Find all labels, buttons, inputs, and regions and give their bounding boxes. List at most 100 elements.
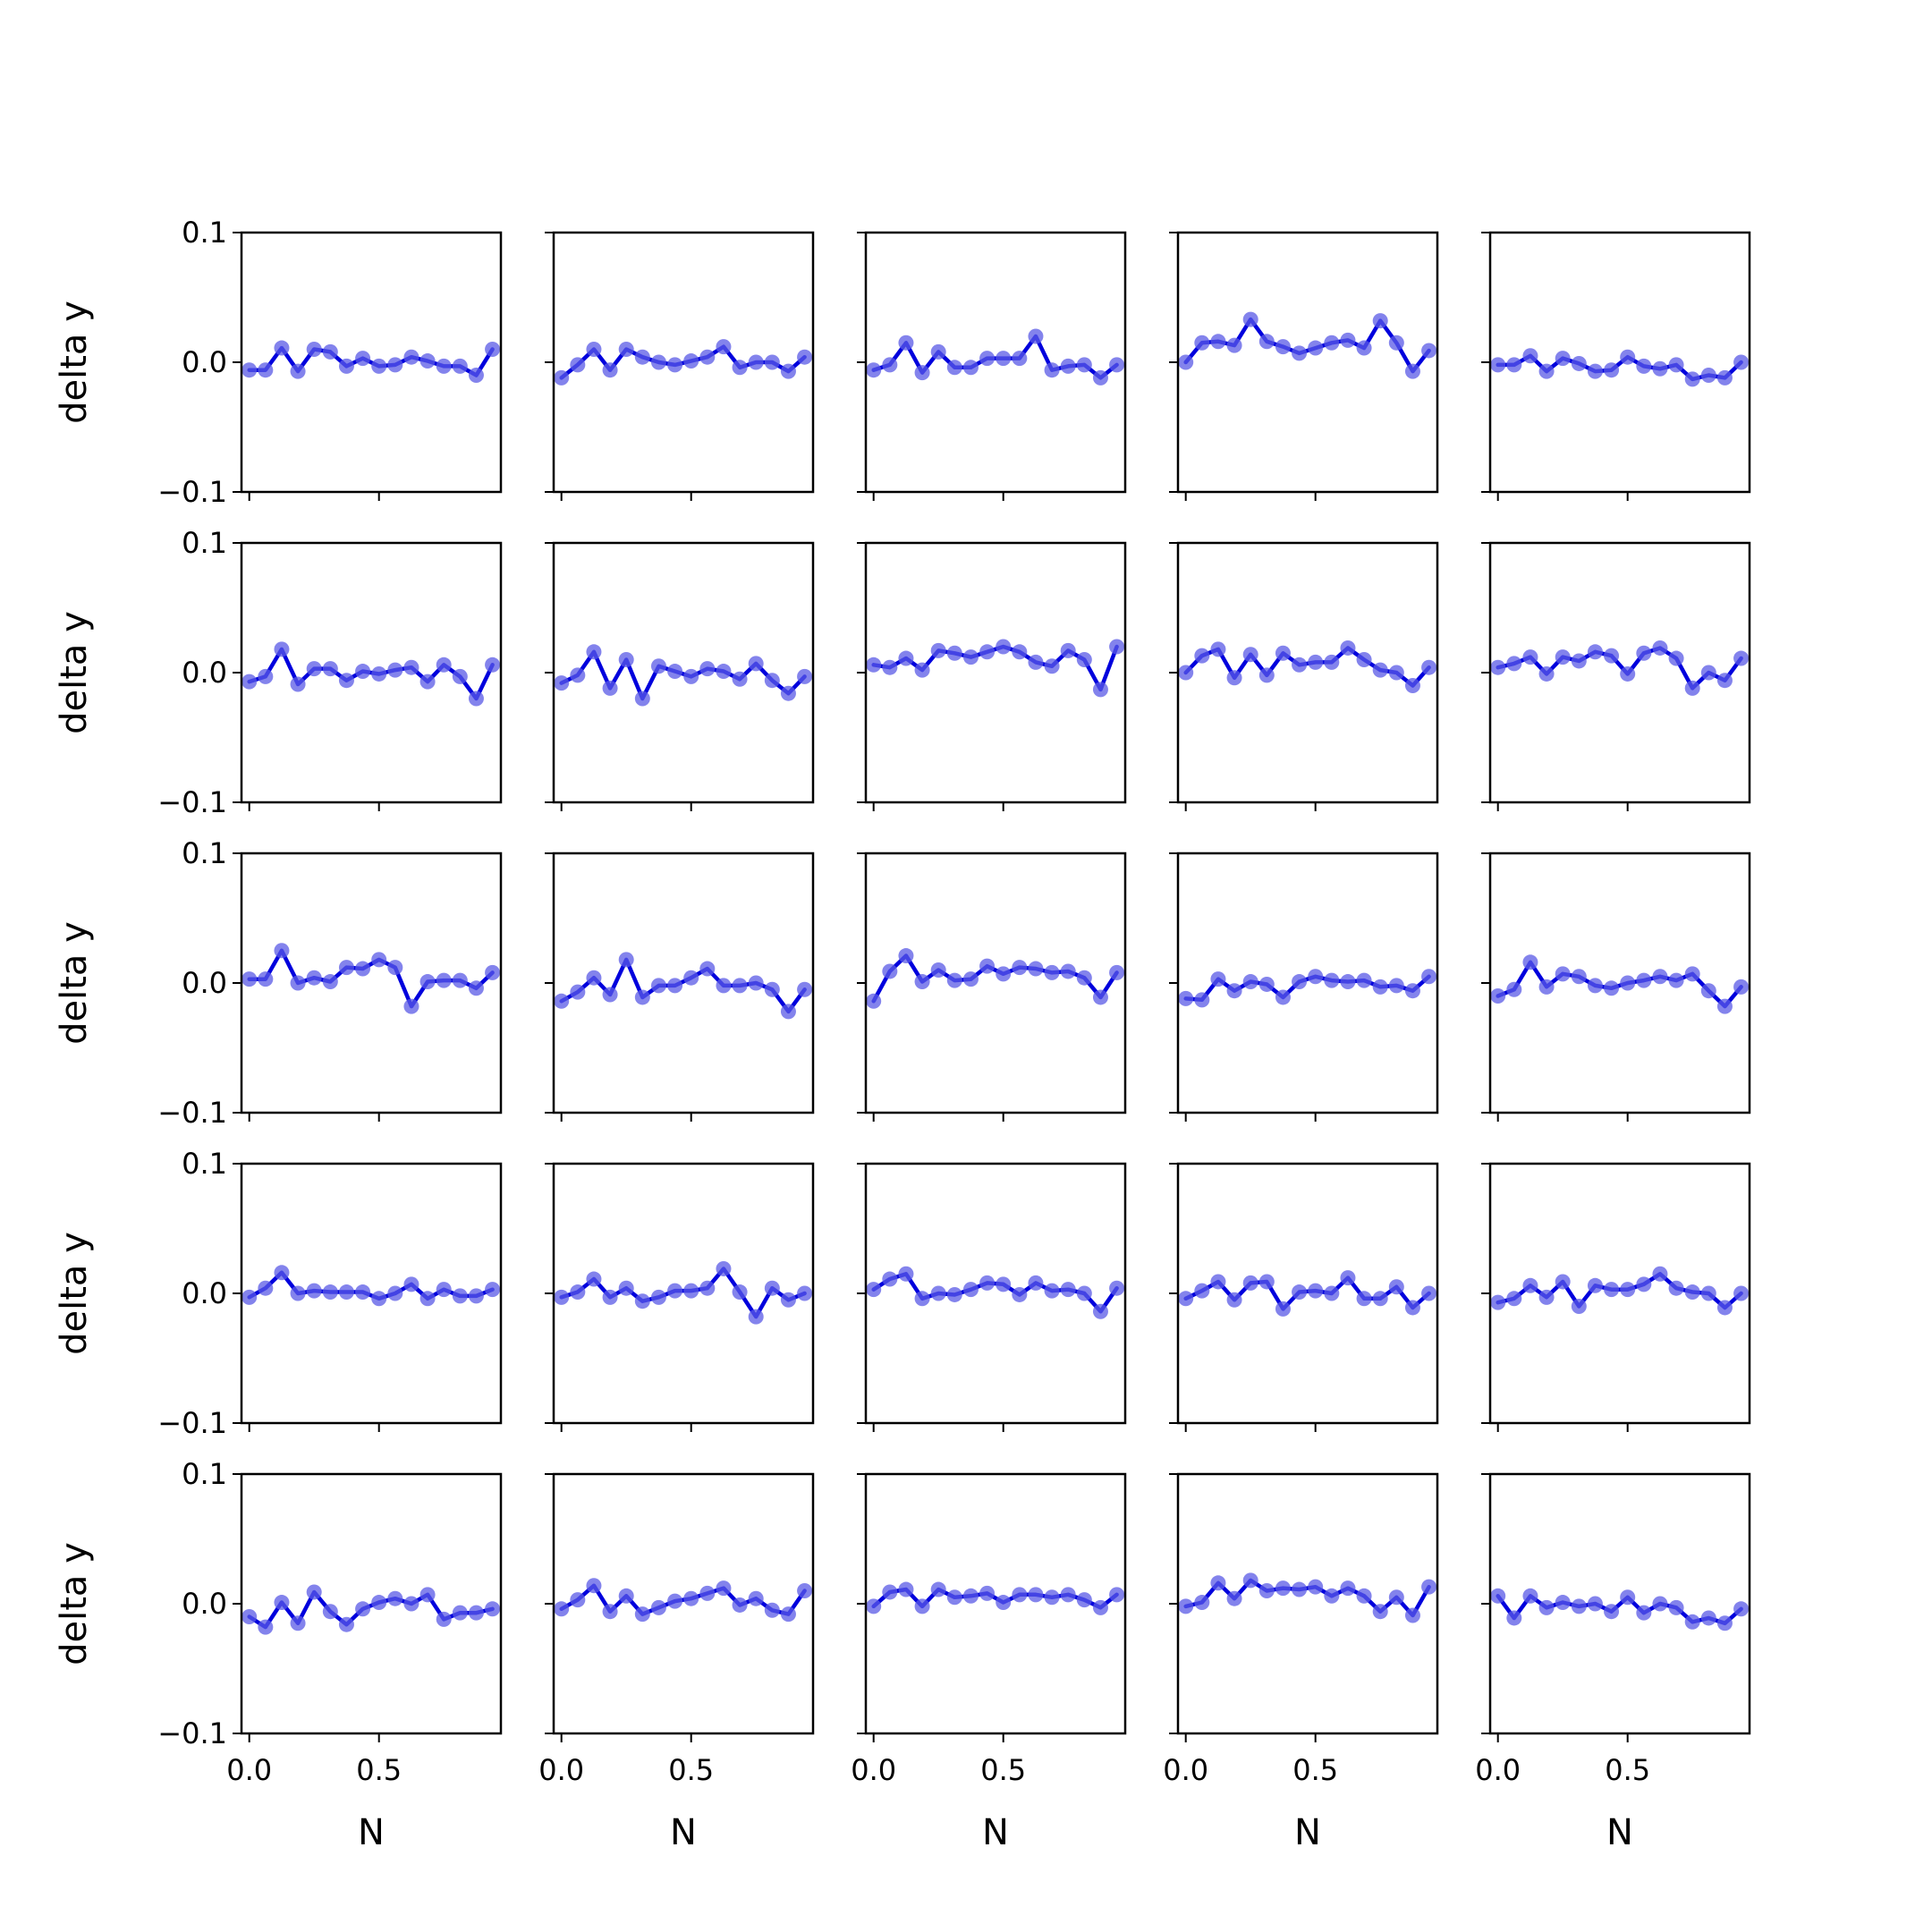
data-point-r4c1-8: [371, 1291, 387, 1307]
data-point-r1c3-0: [866, 362, 882, 378]
y-tick-label: −0.1: [157, 475, 227, 509]
data-point-r1c1-12: [436, 358, 452, 374]
data-point-r3c1-8: [371, 952, 387, 968]
data-point-r3c3-14: [1092, 989, 1108, 1005]
y-tick-label: 0.0: [182, 966, 227, 1000]
data-point-r2c3-9: [1012, 644, 1028, 660]
data-point-r5c1-8: [371, 1595, 387, 1611]
series-line-r4c2: [559, 1267, 807, 1319]
data-point-r2c2-2: [586, 644, 602, 660]
data-point-r3c1-13: [452, 972, 468, 988]
data-point-r4c3-11: [1044, 1283, 1060, 1299]
y-tick-label: 0.0: [182, 656, 227, 690]
data-point-r4c5-2: [1522, 1277, 1538, 1293]
data-point-r4c4-15: [1421, 1285, 1437, 1301]
data-point-r4c3-13: [1076, 1285, 1092, 1301]
data-point-r2c2-11: [732, 671, 748, 687]
series-line-r3c5: [1496, 960, 1743, 1009]
axes-frame-r2c1: [240, 541, 503, 804]
data-point-r5c4-1: [1194, 1595, 1210, 1611]
data-point-r4c3-0: [866, 1282, 882, 1298]
data-point-r4c1-11: [419, 1291, 436, 1307]
data-point-r1c2-3: [602, 362, 618, 378]
data-point-r2c5-11: [1668, 650, 1684, 666]
data-point-r3c2-7: [667, 978, 683, 994]
data-point-r5c5-14: [1716, 1615, 1733, 1631]
data-point-r5c3-9: [1012, 1587, 1028, 1603]
data-point-r2c4-14: [1404, 678, 1420, 693]
data-point-r5c3-0: [866, 1598, 882, 1614]
data-point-r1c4-9: [1324, 335, 1340, 351]
data-point-r5c3-6: [962, 1588, 979, 1604]
data-point-r5c1-0: [242, 1609, 258, 1624]
data-point-r2c3-10: [1028, 654, 1044, 670]
data-point-r1c2-15: [797, 349, 813, 365]
data-point-r5c2-4: [618, 1588, 634, 1604]
series-line-r1c2: [559, 344, 807, 380]
y-tick-label: −0.1: [157, 1716, 227, 1750]
data-point-r2c2-9: [699, 661, 716, 677]
data-point-r3c4-7: [1292, 974, 1308, 990]
data-point-r2c3-2: [898, 650, 914, 666]
data-point-r5c1-5: [322, 1604, 338, 1620]
y-tick-label: 0.0: [182, 1276, 227, 1310]
data-point-r1c1-8: [371, 358, 387, 374]
data-point-r3c5-15: [1733, 979, 1750, 995]
data-point-r2c4-11: [1356, 652, 1372, 667]
data-point-r3c2-11: [732, 978, 748, 994]
data-point-r5c3-4: [930, 1581, 946, 1597]
data-point-r2c2-5: [634, 691, 650, 707]
data-point-r4c3-3: [914, 1291, 930, 1307]
data-point-r1c3-7: [979, 351, 996, 367]
data-point-r3c1-1: [258, 971, 274, 987]
data-point-r5c5-9: [1636, 1605, 1652, 1621]
axes-frame-r3c1: [240, 852, 503, 1114]
data-point-r1c1-10: [403, 349, 419, 365]
data-point-r4c3-10: [1028, 1275, 1044, 1291]
data-point-r1c2-2: [586, 342, 602, 357]
data-point-r1c4-3: [1226, 337, 1242, 353]
x-axis-label: N: [1606, 1812, 1633, 1853]
data-point-r1c4-5: [1258, 334, 1275, 350]
data-point-r3c5-4: [1555, 966, 1571, 982]
axes-frame-r1c1: [240, 231, 503, 494]
data-point-r3c4-13: [1388, 978, 1404, 994]
x-axis-label: N: [1294, 1812, 1321, 1853]
data-point-r3c5-7: [1604, 980, 1620, 996]
series-line-r3c4: [1183, 974, 1431, 1003]
series-line-r2c5: [1496, 646, 1743, 691]
data-point-r4c1-4: [306, 1283, 322, 1299]
data-point-r1c4-12: [1372, 313, 1388, 329]
data-point-r4c5-6: [1587, 1277, 1603, 1293]
data-point-r3c4-15: [1421, 969, 1437, 985]
data-point-r1c3-12: [1060, 358, 1076, 374]
data-point-r1c1-11: [419, 353, 436, 369]
data-point-r1c1-9: [387, 357, 403, 373]
data-point-r3c3-3: [914, 974, 930, 990]
data-point-r1c5-14: [1716, 369, 1733, 386]
data-point-r1c3-5: [946, 360, 962, 376]
data-point-r1c5-4: [1555, 351, 1571, 367]
y-tick-label: 0.0: [182, 345, 227, 379]
data-point-r4c4-10: [1340, 1270, 1356, 1286]
data-point-r5c4-8: [1308, 1579, 1324, 1595]
data-point-r2c1-11: [419, 674, 436, 690]
data-point-r1c5-9: [1636, 358, 1652, 374]
data-point-r2c3-0: [866, 657, 882, 673]
data-point-r3c5-9: [1636, 972, 1652, 988]
data-point-r3c5-8: [1620, 975, 1636, 991]
data-point-r4c2-0: [554, 1289, 570, 1305]
data-point-r4c3-8: [996, 1276, 1012, 1292]
data-point-r2c3-1: [882, 659, 898, 675]
data-point-r3c1-2: [274, 943, 290, 959]
data-point-r3c1-12: [436, 972, 452, 988]
data-point-r1c5-10: [1652, 360, 1668, 377]
data-point-r4c5-12: [1684, 1284, 1700, 1301]
data-point-r1c2-5: [634, 349, 650, 365]
data-point-r5c3-12: [1060, 1587, 1076, 1603]
data-point-r3c5-10: [1652, 969, 1668, 985]
data-point-r4c3-4: [930, 1285, 946, 1301]
data-point-r5c1-1: [258, 1619, 274, 1635]
axes-frame-r1c2: [552, 231, 815, 494]
